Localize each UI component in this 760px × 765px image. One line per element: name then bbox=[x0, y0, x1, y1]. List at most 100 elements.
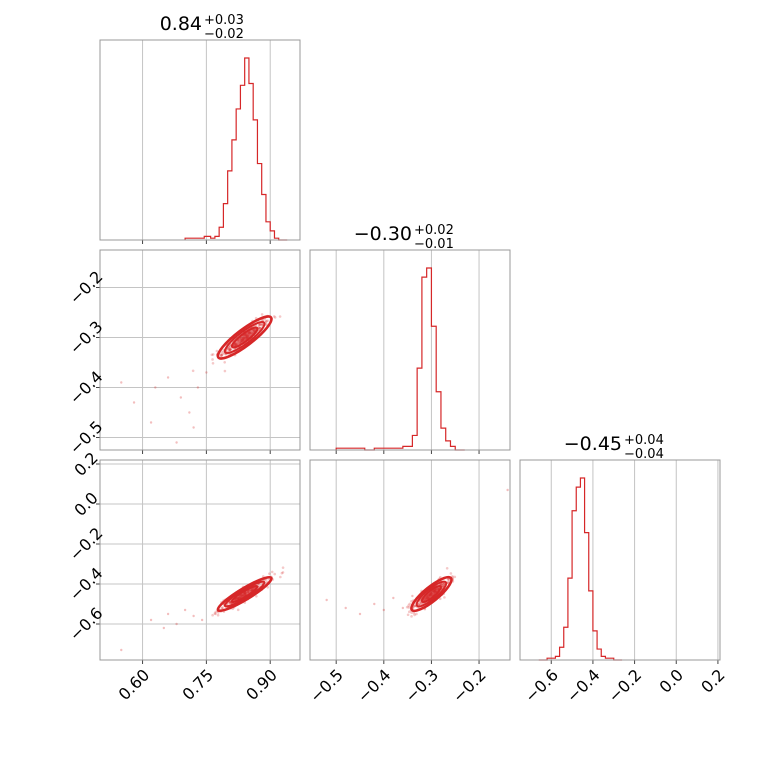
histogram-3 bbox=[538, 477, 623, 661]
title-plus-1: +0.03 bbox=[204, 13, 244, 28]
outlier-point bbox=[166, 612, 170, 616]
scatter-point bbox=[407, 604, 410, 607]
panel-frame bbox=[99, 249, 301, 451]
outlier-point bbox=[382, 608, 386, 612]
scatter-point bbox=[254, 316, 258, 320]
scatter-point bbox=[236, 608, 240, 612]
contour-level bbox=[415, 580, 448, 608]
contour-level bbox=[223, 580, 266, 608]
scatter-point bbox=[270, 570, 274, 574]
x-tick-label: −0.6 bbox=[521, 665, 562, 706]
outlier-point bbox=[120, 648, 123, 652]
scatter-point bbox=[228, 348, 232, 352]
scatter-point bbox=[405, 605, 409, 609]
scatter-point bbox=[265, 319, 268, 323]
scatter-point bbox=[449, 572, 453, 575]
outlier-point bbox=[179, 396, 183, 399]
outlier-point bbox=[166, 376, 170, 379]
scatter-point bbox=[418, 599, 422, 603]
histogram-1 bbox=[184, 57, 288, 241]
scatter-point bbox=[418, 602, 421, 605]
outlier-point bbox=[154, 386, 157, 389]
x-tick-label: −0.4 bbox=[354, 665, 395, 706]
scatter-point bbox=[227, 348, 231, 352]
scatter-point bbox=[211, 358, 214, 361]
title-minus-2: −0.01 bbox=[414, 237, 454, 252]
scatter-point bbox=[258, 326, 261, 330]
contour-level bbox=[410, 575, 453, 613]
title-minus-3: −0.04 bbox=[624, 447, 664, 462]
scatter-point bbox=[281, 566, 285, 569]
x-tick-label: −0.2 bbox=[604, 665, 645, 706]
contour-level bbox=[230, 326, 259, 349]
title-plus-2: +0.02 bbox=[414, 223, 454, 238]
outlier-point bbox=[196, 386, 200, 389]
scatter-point bbox=[266, 586, 270, 589]
title-value-1: 0.84 bbox=[160, 13, 202, 35]
x-tick-label: 0.60 bbox=[115, 665, 154, 704]
outlier-point bbox=[120, 381, 123, 384]
outlier-point bbox=[192, 614, 195, 618]
scatter-point bbox=[259, 323, 263, 326]
outlier-point bbox=[392, 596, 395, 600]
panel-frame bbox=[519, 459, 721, 661]
scatter-point bbox=[451, 575, 454, 578]
contour-level bbox=[216, 575, 273, 613]
scatter-point bbox=[220, 354, 223, 357]
scatter-point bbox=[260, 313, 264, 316]
scatter-point bbox=[220, 606, 224, 610]
scatter-point bbox=[441, 584, 445, 588]
scatter-point bbox=[265, 320, 268, 323]
scatter-point bbox=[266, 319, 269, 322]
scatter-point bbox=[413, 604, 417, 607]
x-tick-label: −0.5 bbox=[306, 665, 347, 706]
scatter-point bbox=[228, 600, 232, 604]
scatter-point bbox=[441, 584, 445, 587]
scatter-point bbox=[214, 610, 218, 614]
scatter-point bbox=[408, 602, 411, 606]
title-value-3: −0.45 bbox=[564, 433, 622, 455]
scatter-point bbox=[191, 369, 195, 373]
contour-level bbox=[216, 315, 273, 360]
scatter-group bbox=[120, 313, 282, 444]
scatter-point bbox=[227, 346, 231, 349]
outlier-point bbox=[358, 612, 362, 616]
scatter-point bbox=[268, 572, 271, 575]
scatter-point bbox=[210, 353, 214, 357]
title-minus-1: −0.02 bbox=[204, 27, 244, 42]
scatter-point bbox=[221, 350, 225, 354]
scatter-point bbox=[447, 578, 450, 581]
scatter-point bbox=[229, 348, 232, 351]
scatter-point bbox=[228, 600, 232, 604]
scatter-point bbox=[412, 611, 416, 615]
contour-level bbox=[420, 585, 442, 604]
scatter-point bbox=[453, 575, 457, 579]
scatter-point bbox=[221, 352, 224, 356]
scatter-point bbox=[413, 613, 416, 617]
outlier-point bbox=[200, 618, 204, 622]
scatter-point bbox=[211, 613, 214, 617]
scatter-point bbox=[258, 323, 261, 327]
outlier-point bbox=[411, 594, 414, 598]
scatter-point bbox=[226, 347, 230, 351]
scatter-point bbox=[281, 571, 285, 574]
contour-level bbox=[230, 584, 259, 603]
scatter-point bbox=[279, 575, 282, 579]
scatter-point bbox=[213, 612, 217, 615]
scatter-point bbox=[258, 584, 262, 587]
x-tick-label: 0.2 bbox=[697, 665, 728, 696]
scatter-point bbox=[216, 613, 220, 617]
scatter-point bbox=[406, 613, 410, 617]
scatter-point bbox=[255, 594, 258, 598]
scatter-point bbox=[265, 323, 268, 326]
scatter-point bbox=[407, 606, 411, 609]
scatter-point bbox=[220, 353, 223, 357]
outlier-point bbox=[188, 411, 191, 414]
scatter-point bbox=[258, 326, 262, 330]
panel-frame bbox=[309, 459, 511, 661]
scatter-group bbox=[325, 488, 509, 618]
outlier-point bbox=[132, 401, 136, 404]
scatter-point bbox=[258, 322, 261, 326]
outlier-point bbox=[325, 598, 328, 602]
